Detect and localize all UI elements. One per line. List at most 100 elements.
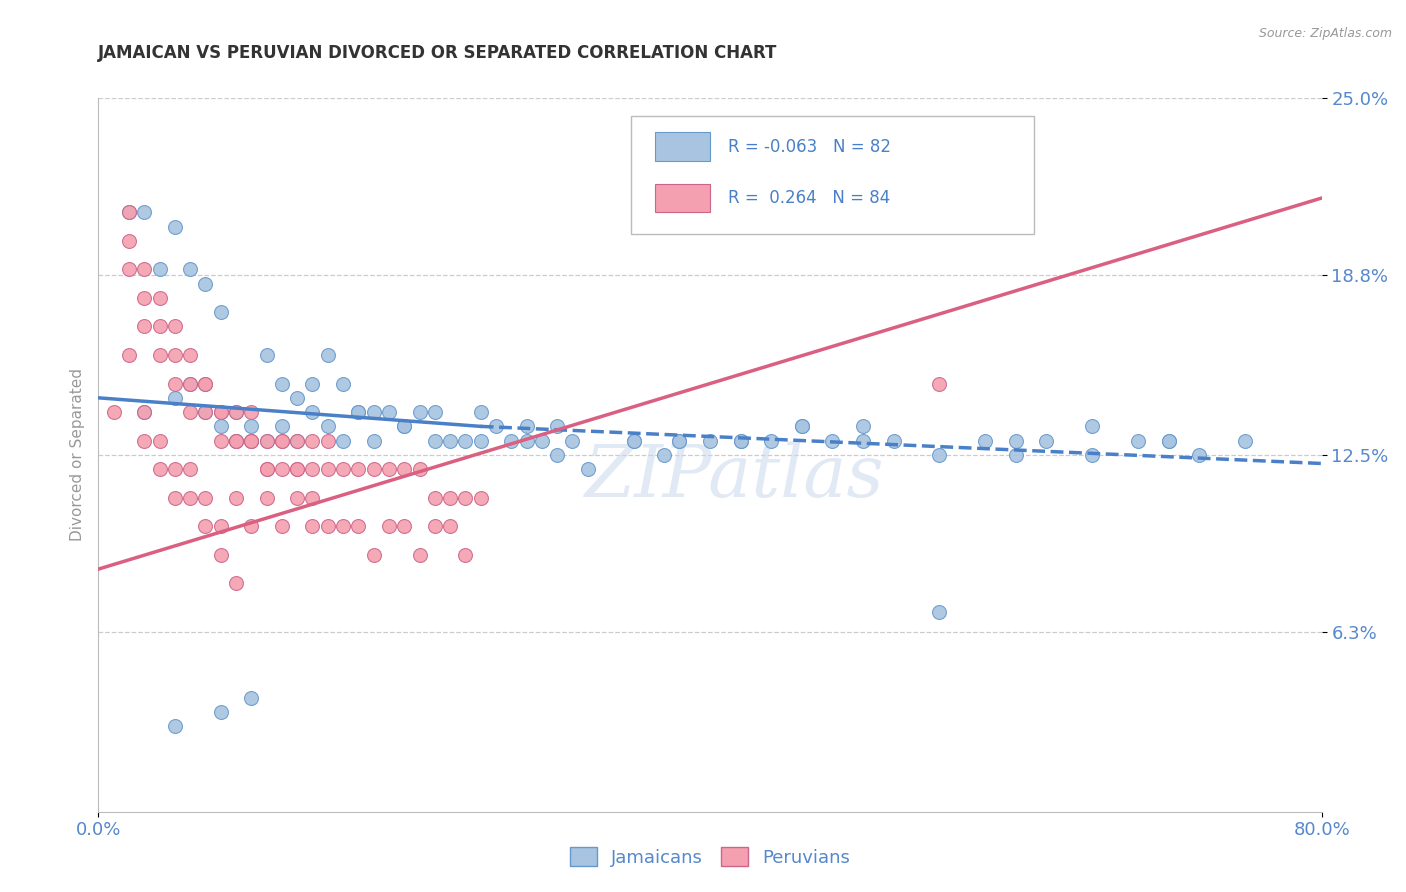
Point — [470, 405, 492, 419]
Point — [163, 219, 186, 234]
Point — [225, 434, 247, 448]
Point — [301, 462, 323, 476]
Point — [530, 434, 553, 448]
Point — [363, 405, 385, 419]
Point — [1004, 448, 1026, 462]
Point — [1234, 434, 1257, 448]
Legend: Jamaicans, Peruvians: Jamaicans, Peruvians — [562, 840, 858, 874]
Point — [256, 434, 278, 448]
Point — [347, 405, 370, 419]
Point — [699, 434, 721, 448]
Point — [270, 434, 294, 448]
Point — [285, 391, 308, 405]
Point — [378, 519, 401, 533]
Point — [392, 419, 416, 434]
Point — [378, 405, 401, 419]
Point — [285, 462, 308, 476]
Point — [730, 434, 752, 448]
Point — [485, 419, 508, 434]
Point — [149, 319, 172, 334]
Point — [209, 405, 232, 419]
Point — [316, 348, 339, 362]
Point — [668, 434, 690, 448]
Point — [790, 419, 813, 434]
Point — [163, 319, 186, 334]
Point — [470, 491, 492, 505]
Text: Source: ZipAtlas.com: Source: ZipAtlas.com — [1258, 27, 1392, 40]
Point — [285, 434, 308, 448]
Point — [974, 434, 997, 448]
Point — [134, 405, 156, 419]
Point — [225, 576, 247, 591]
Point — [332, 434, 354, 448]
Point — [285, 462, 308, 476]
Point — [363, 548, 385, 562]
Point — [179, 376, 201, 391]
Point — [209, 519, 232, 533]
Point — [1081, 448, 1104, 462]
Point — [209, 305, 232, 319]
Point — [332, 519, 354, 533]
Point — [270, 376, 294, 391]
Point — [408, 405, 430, 419]
Point — [179, 262, 201, 277]
Point — [439, 491, 461, 505]
Point — [163, 376, 186, 391]
Point — [163, 462, 186, 476]
Point — [225, 434, 247, 448]
Point — [194, 405, 217, 419]
Point — [194, 519, 217, 533]
Point — [194, 376, 217, 391]
Point — [240, 434, 263, 448]
Point — [821, 434, 844, 448]
Point — [301, 519, 323, 533]
Point — [179, 491, 201, 505]
Point — [134, 405, 156, 419]
Point — [285, 491, 308, 505]
Point — [163, 391, 186, 405]
Point — [1035, 434, 1057, 448]
Point — [256, 462, 278, 476]
Point — [1157, 434, 1180, 448]
Point — [439, 519, 461, 533]
Point — [134, 291, 156, 305]
Point — [623, 434, 645, 448]
Text: R = -0.063   N = 82: R = -0.063 N = 82 — [728, 137, 891, 155]
Point — [454, 434, 477, 448]
Point — [163, 348, 186, 362]
Point — [209, 419, 232, 434]
Point — [392, 462, 416, 476]
Point — [516, 419, 538, 434]
Point — [149, 262, 172, 277]
Point — [163, 719, 186, 733]
Point — [501, 434, 523, 448]
Point — [439, 434, 461, 448]
Point — [852, 434, 875, 448]
Point — [928, 605, 950, 619]
Point — [378, 462, 401, 476]
Point — [423, 491, 446, 505]
Point — [423, 519, 446, 533]
Point — [118, 205, 141, 219]
Point — [363, 434, 385, 448]
Point — [561, 434, 583, 448]
Point — [256, 491, 278, 505]
Point — [194, 376, 217, 391]
Point — [883, 434, 905, 448]
Point — [790, 419, 813, 434]
Point — [928, 448, 950, 462]
Point — [149, 462, 172, 476]
Y-axis label: Divorced or Separated: Divorced or Separated — [69, 368, 84, 541]
Point — [623, 434, 645, 448]
Point — [516, 434, 538, 448]
Point — [347, 405, 370, 419]
Point — [316, 419, 339, 434]
Point — [240, 690, 263, 705]
Point — [149, 348, 172, 362]
Point — [363, 462, 385, 476]
Point — [240, 405, 263, 419]
Point — [194, 405, 217, 419]
Point — [240, 519, 263, 533]
Point — [134, 319, 156, 334]
Point — [225, 491, 247, 505]
